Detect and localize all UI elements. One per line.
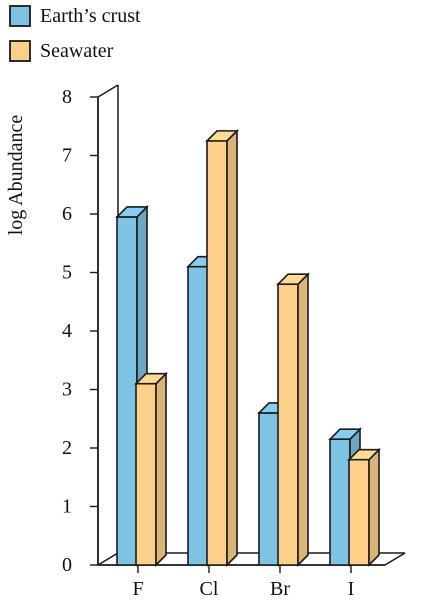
bar-side — [297, 272, 309, 567]
floor-right-depth — [384, 552, 406, 566]
y-tick-label-0: 0 — [62, 554, 72, 576]
bar-front — [277, 283, 299, 566]
y-axis-top-depth — [97, 84, 119, 98]
bar-1-1 — [205, 128, 239, 567]
bars — [115, 128, 381, 567]
x-tick-label-3: I — [348, 578, 355, 600]
y-tick-label-4: 4 — [62, 320, 72, 342]
bar-front — [329, 438, 351, 566]
labels: 0 1 2 3 4 5 6 7 8 log Abundance F Cl Br I — [5, 86, 354, 600]
x-tick-label-2: Br — [270, 578, 290, 600]
bar-1-3 — [347, 447, 381, 567]
legend-label-1: Seawater — [40, 40, 114, 62]
legend-swatch-0 — [9, 5, 31, 27]
x-tick-label-0: F — [132, 578, 143, 600]
y-tick-label-1: 1 — [62, 496, 72, 518]
bar-front — [206, 140, 228, 566]
legend-swatch-1 — [9, 40, 31, 62]
y-tick-label-2: 2 — [62, 437, 72, 459]
bar-top — [134, 372, 168, 385]
y-tick-label-3: 3 — [62, 379, 72, 401]
x-tick-label-1: Cl — [200, 578, 219, 600]
bar-top — [328, 428, 362, 441]
floor-left-depth — [97, 552, 119, 566]
bar-front — [135, 382, 157, 566]
bar-top — [115, 206, 149, 218]
legend: Earth’s crust Seawater — [9, 5, 141, 62]
bar-front — [348, 458, 370, 566]
y-axis-label: log Abundance — [5, 115, 27, 236]
bar-front — [258, 412, 280, 566]
bar-top — [276, 273, 310, 286]
y-tick-label-8: 8 — [62, 86, 72, 108]
y-tick-label-6: 6 — [62, 203, 72, 225]
y-tick-label-5: 5 — [62, 262, 72, 284]
bar-top — [347, 448, 381, 461]
bar-front — [187, 265, 209, 566]
bar-side — [226, 128, 238, 567]
legend-label-0: Earth’s crust — [40, 5, 141, 27]
bar-1-0 — [134, 371, 168, 567]
bar-front — [116, 216, 138, 566]
bar-1-2 — [276, 272, 310, 567]
bar-side — [368, 447, 380, 567]
y-tick-label-7: 7 — [62, 145, 72, 167]
bar-top — [205, 130, 239, 142]
bar-side — [155, 371, 167, 567]
